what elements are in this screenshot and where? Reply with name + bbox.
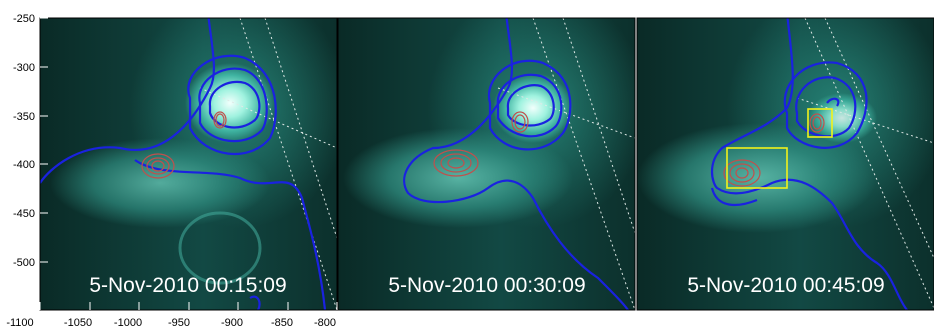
x-tick-label: -1050 [64,317,92,329]
panel-3-blue-contours [710,18,908,310]
x-tick-label: -1100 [6,317,33,329]
y-tick-label: -500 [13,257,35,269]
panel-2-flare-loop [343,128,573,228]
x-tick-label: -800 [314,317,336,329]
panel-3-boxes [726,108,833,189]
y-tick-label: -400 [13,159,35,171]
x-tick-label: -1000 [114,317,142,329]
panel-1-grid-lines [199,18,337,310]
panel-3-box-top [807,108,833,138]
panel-2: 5-Nov-2010 00:30:09 [338,18,635,310]
panel-3: 5-Nov-2010 00:45:09 [637,18,934,310]
panel-3-timestamp: 5-Nov-2010 00:45:09 [687,274,884,297]
y-tick-label: -300 [13,62,35,74]
y-tick-label: -350 [13,111,35,123]
panel-2-timestamp: 5-Nov-2010 00:30:09 [388,274,585,297]
panel-1: 5-Nov-2010 00:15:09 [40,18,337,310]
panel-2-red-contours [433,111,529,177]
x-tick-label: -900 [221,317,243,329]
panel-3-box-bottom [726,147,788,189]
panel-2-blue-contours [403,18,629,310]
panel-1-timestamp: 5-Nov-2010 00:15:09 [89,274,286,297]
x-tick-label: -950 [168,317,190,329]
x-axis: -1100 -1050 -1000 -950 -900 -850 -800 [6,302,338,329]
panel-3-grid-lines [796,18,934,309]
panel-1-lower-loop [178,211,262,285]
y-axis: -250 -300 -350 -400 -450 -500 [13,13,48,269]
y-tick-label: -250 [13,13,35,25]
panel-3-flare-loop [637,123,877,233]
x-tick-label: -850 [271,317,293,329]
panel-1-blue-contours [40,18,327,310]
panel-3-red-contours [723,113,825,187]
panel-1-red-contours [141,111,227,179]
y-tick-label: -450 [13,208,35,220]
panel-1-flare-loop [50,138,270,228]
